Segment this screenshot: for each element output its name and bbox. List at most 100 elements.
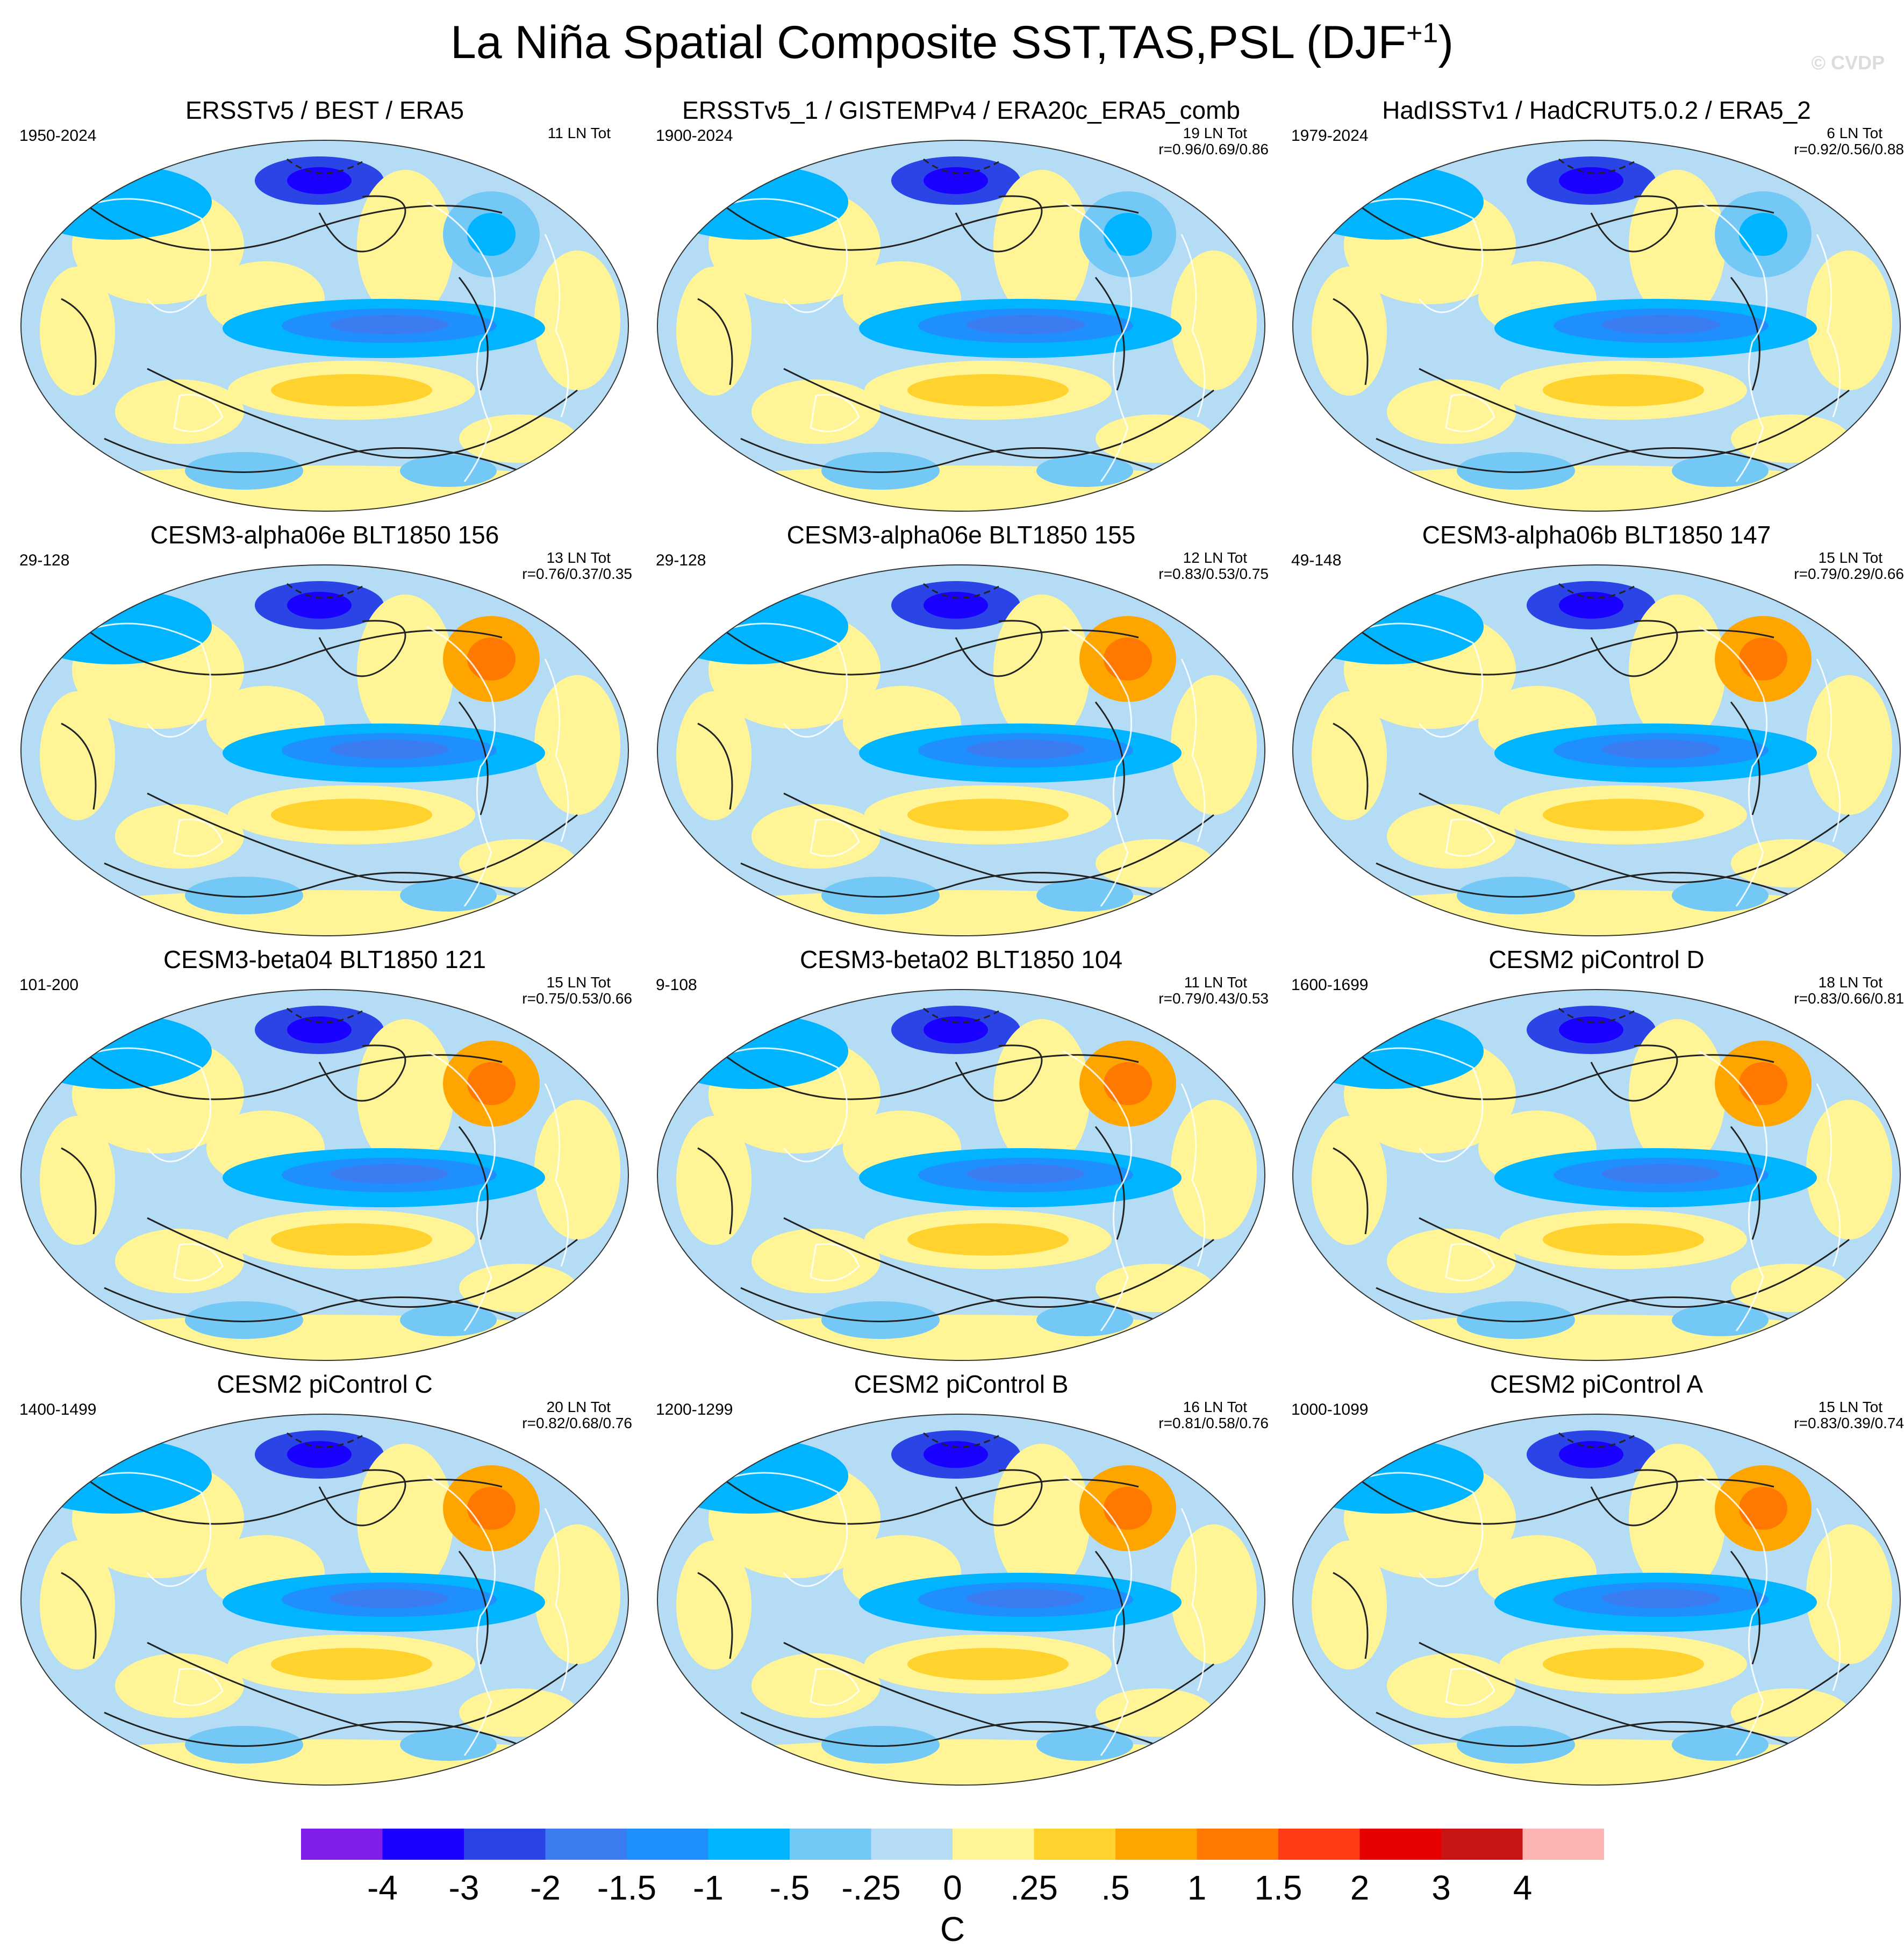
north-pacific-warm [1629, 594, 1726, 745]
psl-contour [318, 1469, 406, 1527]
atlantic-warm-patch [676, 1116, 751, 1245]
north-pacific-warm [1629, 170, 1726, 320]
title-suffix: ) [1438, 17, 1454, 68]
australia-warm-patch [115, 1653, 244, 1718]
psl-contour [1333, 1572, 1369, 1659]
colorbar-tick-label: -2 [530, 1868, 561, 1907]
psl-contour [1419, 1642, 1850, 1733]
panel-title: ERSSTv5 / BEST / ERA5 [185, 96, 464, 124]
north-pacific-warm [993, 1444, 1090, 1594]
southern-cool-patch [185, 452, 303, 490]
coastline [719, 622, 848, 738]
australia-warm-patch [751, 1229, 881, 1293]
coastline [82, 1472, 212, 1587]
psl-negative-contour [923, 1432, 999, 1448]
south-atlantic-warm [1731, 1264, 1849, 1312]
colorbar-tick-label: .25 [1010, 1868, 1058, 1907]
psl-contour [1354, 1050, 1774, 1100]
panel-7: CESM3-beta04 BLT1850 121 101-200 15 LN Tot… [8, 945, 642, 1370]
colorbar-tick-label: 1 [1187, 1868, 1207, 1907]
australia-warm-patch [751, 804, 881, 869]
south-pacific-warm-core [271, 1648, 432, 1680]
colorbar-tick-label: -1 [693, 1868, 724, 1907]
composite-map [657, 1414, 1265, 1786]
south-pacific-warm-core [271, 1223, 432, 1256]
southern-ocean-warm [24, 1739, 626, 1785]
cold-tongue-core [330, 740, 448, 759]
pattern-correlation: r=0.83/0.53/0.75 [1158, 565, 1269, 582]
atlantic-warm-patch [676, 691, 751, 820]
la-nina-count: 19 LN Tot [1183, 125, 1247, 141]
south-pacific-warm-core [1543, 1648, 1704, 1680]
south-atlantic-warm [1096, 1688, 1214, 1737]
north-pacific-warm [357, 594, 454, 745]
psl-contour [1354, 1475, 1774, 1525]
map-outline [20, 989, 629, 1361]
atlantic-warm-patch [676, 267, 751, 396]
southern-cool-patch [821, 452, 940, 490]
psl-contour [61, 298, 97, 385]
period-label: 9-108 [656, 976, 697, 994]
psl-negative-contour [287, 158, 363, 174]
north-pacific-warm [993, 170, 1090, 320]
arctic-cold-core [1559, 167, 1623, 194]
cold-tongue-core [967, 1589, 1085, 1608]
coastline [1354, 198, 1484, 313]
period-label: 1950-2024 [19, 127, 97, 145]
north-america-core [1104, 1487, 1152, 1530]
coastline [1063, 1475, 1133, 1756]
psl-contour [318, 1044, 406, 1102]
coastline [719, 198, 848, 313]
colorbar-swatch [1197, 1829, 1279, 1860]
north-america-core [1104, 637, 1152, 680]
australia-warm-patch [751, 1653, 881, 1718]
composite-map [657, 564, 1265, 936]
psl-contour [1590, 1469, 1678, 1527]
coastline [82, 1047, 212, 1163]
southern-cool-patch [821, 877, 940, 914]
psl-contour [955, 620, 1043, 677]
southern-ocean-warm [660, 465, 1262, 511]
atlantic-warm-patch [40, 691, 115, 820]
coastline [173, 818, 224, 857]
colorbar-units: C [940, 1910, 965, 1948]
panel-title: CESM2 piControl C [217, 1370, 433, 1398]
north-pacific-warm [1629, 1444, 1726, 1594]
psl-contour [147, 792, 578, 884]
coastline [1816, 1083, 1841, 1267]
period-label: 1400-1499 [19, 1401, 97, 1418]
colorbar-swatch [301, 1829, 383, 1860]
arctic-cold-core [924, 1441, 988, 1468]
la-nina-count: 11 LN Tot [547, 125, 611, 141]
colorbar-swatch [382, 1829, 464, 1860]
map-outline [1292, 564, 1901, 936]
cold-tongue-core [1602, 1164, 1720, 1184]
psl-contour [719, 201, 1139, 251]
south-pacific-warm-core [1543, 799, 1704, 831]
psl-negative-contour [1558, 583, 1635, 599]
southern-ocean-warm [1295, 1315, 1898, 1360]
colorbar-tick-label: -.25 [841, 1868, 901, 1907]
psl-contour [719, 1475, 1139, 1525]
map-outline [20, 140, 629, 512]
coastline [1180, 1083, 1206, 1267]
north-pacific-warm [993, 594, 1090, 745]
north-america-core [1104, 213, 1152, 256]
atlantic-warm-patch [1312, 691, 1387, 820]
cold-tongue-core [1602, 1589, 1720, 1608]
southern-cool-patch-2 [1672, 455, 1769, 487]
cold-tongue-core [330, 315, 448, 334]
colorbar-tick-label: .5 [1101, 1868, 1130, 1907]
arctic-cold-core [924, 592, 988, 619]
cold-tongue-core [1602, 315, 1720, 334]
southern-cool-patch [1457, 1726, 1575, 1764]
period-label: 1900-2024 [656, 127, 733, 145]
panel-4: CESM3-alpha06e BLT1850 156 29-128 13 LN To… [8, 520, 642, 945]
psl-contour [104, 438, 546, 483]
australia-warm-patch [115, 1229, 244, 1293]
northern-cool-patch [21, 164, 212, 240]
southern-cool-patch-2 [1036, 1304, 1133, 1336]
psl-negative-contour [923, 583, 999, 599]
colorbar-swatch [953, 1829, 1034, 1860]
east-atlantic-warm [1806, 1100, 1892, 1239]
